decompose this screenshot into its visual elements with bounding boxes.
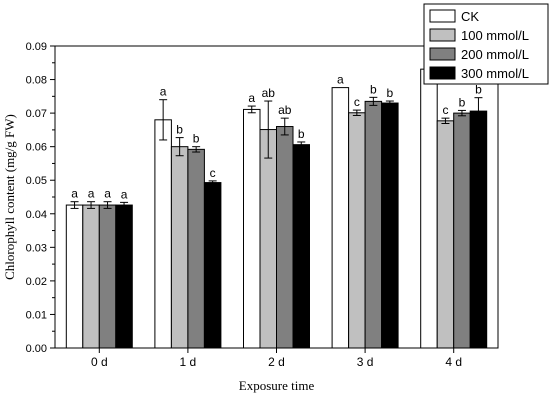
bar: [436, 120, 455, 349]
significance-label: a: [104, 187, 111, 201]
legend-swatch: [429, 28, 456, 42]
bar: [292, 144, 310, 349]
bar: [243, 108, 261, 349]
legend: CK 100 mmol/L 200 mmol/L 300 mmol/L: [423, 3, 549, 85]
y-tick-label: 0.06: [26, 142, 47, 154]
x-tick-label: 0 d: [91, 355, 108, 369]
bar: [453, 112, 471, 349]
legend-swatch: [429, 47, 456, 61]
bar: [348, 112, 366, 349]
significance-label: b: [176, 123, 183, 137]
significance-label: b: [298, 127, 305, 141]
y-ticks: 0.00 0.01 0.02 0.03 0.04 0.05 0.06 0.07 0.08 0.09: [26, 41, 55, 355]
significance-label: b: [370, 82, 377, 96]
y-tick-label: 0.01: [26, 309, 47, 321]
y-tick-label: 0.07: [26, 108, 47, 120]
x-ticks: 0 d 1 d 2 d 3 d 4 d: [91, 348, 462, 369]
bar: [170, 146, 189, 349]
bar: [154, 119, 172, 349]
significance-label: ab: [262, 86, 276, 100]
legend-label: CK: [461, 9, 479, 24]
legend-swatch: [429, 9, 456, 23]
legend-label: 300 mmol/L: [461, 66, 529, 81]
y-tick-label: 0.00: [26, 343, 47, 355]
bar: [469, 110, 488, 349]
bar: [187, 148, 205, 349]
significance-label: b: [475, 83, 482, 97]
significance-label: c: [442, 103, 448, 117]
significance-label: ab: [278, 103, 292, 117]
significance-label: c: [210, 166, 216, 180]
y-axis-title: Chlorophyll content (mg/g FW): [2, 114, 17, 280]
bar: [420, 68, 438, 349]
bar: [203, 182, 222, 349]
bar: [364, 100, 383, 349]
x-tick-label: 1 d: [180, 355, 197, 369]
significance-label: a: [337, 73, 344, 87]
y-tick-label: 0.08: [26, 75, 47, 87]
y-tick-label: 0.04: [26, 209, 47, 221]
significance-label: a: [121, 187, 128, 201]
x-axis-title: Exposure time: [239, 378, 315, 393]
y-tick-label: 0.05: [26, 175, 47, 187]
y-tick-label: 0.03: [26, 242, 47, 254]
y-tick-label: 0.09: [26, 41, 47, 53]
bar: [65, 204, 84, 349]
significance-labels-layer: aaaaabbcaababbacbbacbb: [71, 51, 482, 201]
significance-label: a: [160, 85, 167, 99]
error-bars-layer: [70, 65, 483, 209]
bar: [82, 204, 100, 349]
legend-swatch: [429, 66, 456, 80]
significance-label: c: [354, 95, 360, 109]
significance-label: b: [387, 86, 394, 100]
legend-label: 200 mmol/L: [461, 47, 529, 62]
bar: [259, 129, 277, 349]
x-tick-label: 4 d: [445, 355, 462, 369]
x-tick-label: 3 d: [357, 355, 374, 369]
legend-label: 100 mmol/L: [461, 28, 529, 43]
bars-layer: [65, 68, 488, 349]
bar: [381, 102, 399, 349]
bar: [331, 87, 350, 349]
bar: [98, 204, 117, 349]
bar: [276, 126, 294, 349]
significance-label: b: [459, 95, 466, 109]
bar: [115, 204, 133, 349]
significance-label: b: [193, 132, 200, 146]
significance-label: a: [248, 91, 255, 105]
y-tick-label: 0.02: [26, 276, 47, 288]
significance-label: a: [71, 187, 78, 201]
x-tick-label: 2 d: [268, 355, 285, 369]
significance-label: a: [88, 187, 95, 201]
